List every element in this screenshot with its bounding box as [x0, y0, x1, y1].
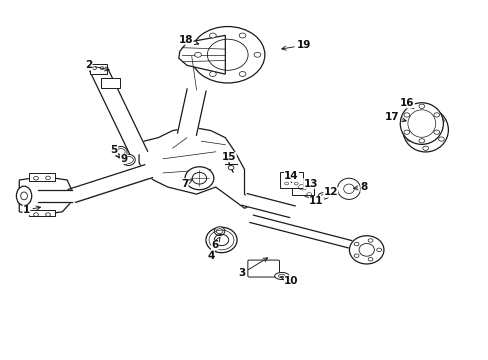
- Ellipse shape: [318, 193, 328, 199]
- Text: 15: 15: [222, 152, 236, 163]
- Ellipse shape: [274, 273, 288, 279]
- Text: 2: 2: [85, 60, 109, 71]
- Text: 18: 18: [179, 35, 198, 45]
- Polygon shape: [177, 89, 205, 135]
- Circle shape: [254, 52, 260, 57]
- FancyBboxPatch shape: [247, 260, 279, 277]
- Text: 5: 5: [110, 145, 119, 158]
- Ellipse shape: [205, 227, 237, 253]
- Circle shape: [353, 242, 358, 246]
- Ellipse shape: [184, 167, 213, 190]
- Polygon shape: [241, 194, 295, 217]
- Circle shape: [194, 52, 201, 57]
- FancyBboxPatch shape: [280, 172, 303, 188]
- Circle shape: [403, 113, 409, 117]
- Polygon shape: [19, 176, 72, 215]
- Circle shape: [367, 257, 372, 261]
- Circle shape: [376, 248, 381, 252]
- Ellipse shape: [17, 186, 32, 206]
- Text: 17: 17: [384, 112, 406, 122]
- Text: 3: 3: [238, 258, 267, 279]
- Circle shape: [433, 130, 439, 134]
- Ellipse shape: [214, 227, 224, 235]
- FancyBboxPatch shape: [292, 180, 313, 195]
- Text: 6: 6: [211, 237, 220, 250]
- Circle shape: [209, 72, 216, 76]
- Circle shape: [239, 33, 245, 38]
- Ellipse shape: [337, 178, 360, 199]
- Circle shape: [422, 146, 427, 150]
- Circle shape: [433, 113, 439, 117]
- Ellipse shape: [114, 147, 127, 157]
- Circle shape: [353, 254, 358, 257]
- Polygon shape: [249, 215, 351, 248]
- Circle shape: [438, 137, 444, 141]
- Circle shape: [438, 118, 444, 123]
- Text: 19: 19: [281, 40, 311, 50]
- Ellipse shape: [402, 108, 447, 152]
- Circle shape: [406, 118, 412, 123]
- Text: 12: 12: [323, 187, 337, 197]
- Polygon shape: [68, 165, 152, 202]
- Circle shape: [422, 109, 427, 114]
- Text: 13: 13: [303, 179, 317, 189]
- Ellipse shape: [399, 103, 443, 144]
- Text: 1: 1: [23, 205, 41, 215]
- Ellipse shape: [304, 191, 314, 197]
- Text: 10: 10: [280, 275, 298, 285]
- Polygon shape: [139, 127, 254, 208]
- FancyBboxPatch shape: [29, 210, 55, 216]
- Polygon shape: [179, 35, 225, 74]
- Circle shape: [418, 104, 424, 108]
- Polygon shape: [39, 190, 72, 202]
- Circle shape: [228, 166, 233, 170]
- FancyBboxPatch shape: [89, 64, 107, 74]
- Text: 9: 9: [120, 154, 127, 164]
- Ellipse shape: [349, 236, 383, 264]
- Text: 16: 16: [399, 98, 414, 109]
- Circle shape: [418, 139, 424, 143]
- Text: 7: 7: [181, 179, 192, 189]
- Circle shape: [209, 33, 216, 38]
- Ellipse shape: [122, 154, 135, 166]
- Ellipse shape: [190, 27, 264, 83]
- FancyBboxPatch shape: [101, 78, 120, 88]
- Text: 14: 14: [284, 171, 298, 183]
- Circle shape: [367, 239, 372, 242]
- Polygon shape: [90, 67, 147, 156]
- FancyBboxPatch shape: [29, 173, 55, 181]
- Text: 11: 11: [308, 196, 323, 206]
- Circle shape: [239, 72, 245, 76]
- Text: 8: 8: [353, 182, 367, 192]
- Circle shape: [406, 137, 412, 141]
- Circle shape: [403, 130, 409, 134]
- Text: 4: 4: [207, 247, 216, 261]
